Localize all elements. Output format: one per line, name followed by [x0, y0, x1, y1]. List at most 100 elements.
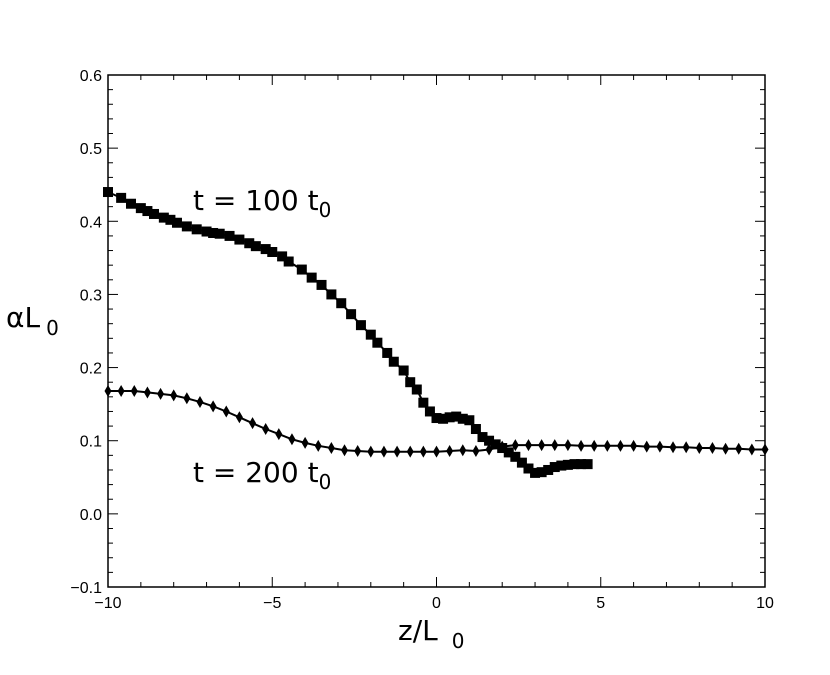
square-marker	[316, 279, 327, 290]
x-axis-label: z/L 0	[398, 614, 464, 653]
y-tick-label: −0.1	[70, 580, 102, 597]
y-tick-label: 0.4	[80, 214, 102, 231]
diamond-marker	[616, 439, 624, 452]
square-marker	[191, 224, 202, 235]
square-marker	[470, 424, 481, 435]
diamond-marker	[708, 442, 716, 455]
diamond-marker	[577, 439, 585, 452]
square-marker	[103, 187, 113, 198]
square-marker	[562, 459, 573, 470]
square-marker	[346, 309, 357, 320]
square-marker	[484, 435, 495, 446]
diamond-marker	[656, 440, 664, 453]
diamond-marker	[341, 444, 349, 457]
square-marker	[250, 241, 261, 252]
diamond-marker	[511, 439, 519, 452]
diamond-marker	[209, 400, 217, 413]
diamond-marker	[262, 423, 270, 436]
diamond-marker	[748, 443, 756, 456]
diamond-marker	[446, 444, 454, 457]
series-line-square	[107, 191, 588, 474]
square-marker	[424, 406, 435, 417]
square-marker	[365, 329, 376, 340]
x-axis-label-main: z/L	[398, 614, 438, 647]
square-marker	[451, 411, 462, 422]
annotation-t200: t = 200 t0	[193, 456, 331, 494]
y-tick-label: 0.5	[80, 141, 102, 158]
diamond-marker	[433, 445, 440, 458]
diamond-marker	[367, 445, 375, 458]
annotation-t100: t = 100 t0	[193, 184, 331, 222]
diamond-marker	[485, 443, 493, 456]
series-markers	[103, 187, 769, 478]
annotation-t100-main: t = 100 t	[193, 184, 319, 217]
diamond-marker	[643, 440, 651, 453]
diamond-marker	[143, 386, 151, 399]
y-tick-label: 0.2	[80, 361, 102, 378]
diamond-marker	[288, 433, 296, 446]
diamond-marker	[196, 395, 204, 408]
diamond-marker	[275, 428, 283, 441]
y-axis-label: αL 0	[6, 301, 59, 340]
square-marker	[457, 413, 468, 424]
square-marker	[116, 192, 127, 203]
square-marker	[208, 227, 219, 238]
y-tick-label: 0.0	[80, 507, 102, 524]
square-marker	[490, 439, 501, 450]
square-marker	[355, 320, 366, 331]
square-marker	[576, 459, 587, 470]
diamond-marker	[551, 439, 559, 452]
diamond-marker	[327, 442, 335, 455]
square-marker	[438, 413, 449, 424]
square-marker	[306, 272, 317, 283]
square-marker	[336, 298, 347, 309]
diamond-marker	[419, 445, 427, 458]
x-tick-label: 5	[596, 595, 605, 612]
square-marker	[431, 413, 442, 424]
square-marker	[201, 226, 212, 237]
diamond-marker	[722, 442, 730, 455]
diamond-marker	[498, 440, 506, 453]
diamond-marker	[354, 444, 362, 457]
square-marker	[388, 356, 399, 367]
annotation-t200-sub: 0	[319, 470, 332, 494]
diamond-marker	[682, 441, 690, 454]
square-marker	[405, 377, 416, 388]
annotation-t200-main: t = 200 t	[193, 456, 319, 489]
x-tick-label: −5	[263, 595, 281, 612]
x-axis-label-sub: 0	[452, 629, 465, 653]
y-tick-label: 0.3	[80, 287, 102, 304]
diamond-marker	[459, 444, 467, 457]
square-marker	[503, 447, 514, 458]
diamond-marker	[130, 384, 138, 397]
square-marker	[398, 365, 409, 376]
diamond-marker	[695, 442, 703, 455]
square-marker	[234, 234, 245, 245]
diamond-marker	[183, 392, 191, 405]
square-marker	[171, 217, 182, 228]
square-marker	[125, 198, 136, 209]
diamond-marker	[564, 439, 572, 452]
square-marker	[510, 451, 521, 462]
diamond-marker	[117, 384, 125, 397]
square-marker	[464, 415, 475, 426]
square-marker	[165, 214, 176, 225]
square-marker	[224, 230, 235, 241]
tick-labels: −10 −5 0 5 10 −0.1 0.0 0.1 0.2 0.3 0.4 0.5 0.6	[70, 68, 774, 612]
diamond-marker	[472, 444, 480, 457]
diamond-marker	[406, 445, 414, 458]
diamond-marker	[104, 384, 112, 397]
square-marker	[181, 221, 192, 232]
y-tick-label: 0.1	[80, 434, 102, 451]
x-tick-label: −10	[94, 595, 121, 612]
diamond-marker	[170, 389, 178, 402]
square-marker	[549, 462, 560, 473]
square-marker	[158, 212, 169, 223]
square-marker	[530, 467, 541, 478]
diamond-marker	[249, 417, 257, 430]
diamond-marker	[157, 387, 165, 400]
square-marker	[142, 206, 153, 217]
diamond-marker	[393, 445, 401, 458]
square-marker	[267, 247, 278, 258]
